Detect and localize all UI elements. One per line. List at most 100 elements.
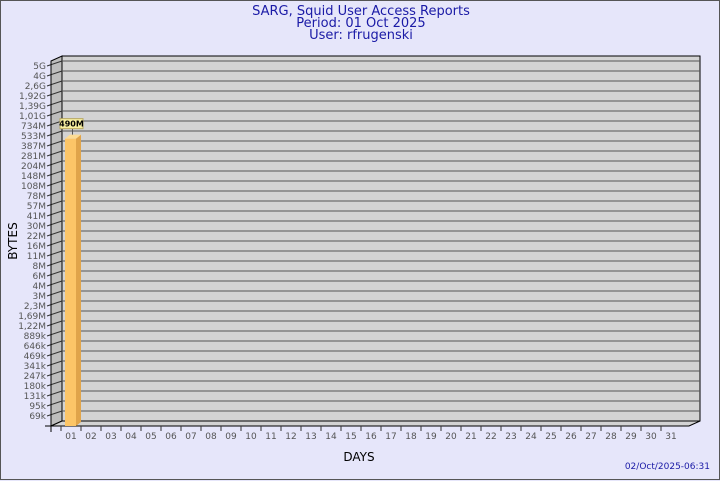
y-tick-label: 734M <box>21 122 46 132</box>
y-tick-label: 247k <box>24 372 47 382</box>
y-tick <box>46 160 63 167</box>
y-tick <box>46 190 63 197</box>
y-tick-label: 95k <box>29 402 46 412</box>
y-tick-label: 5G <box>33 62 46 72</box>
y-tick-label: 69k <box>29 412 46 422</box>
y-tick-label: 78M <box>27 192 46 202</box>
x-tick-label: 09 <box>225 432 237 442</box>
y-tick <box>46 290 63 297</box>
x-tick-label: 16 <box>365 432 377 442</box>
x-tick-label: 21 <box>465 432 476 442</box>
data-label: 490M <box>59 120 84 129</box>
y-tick <box>46 170 63 177</box>
y-tick-label: 1,01G <box>19 112 46 122</box>
y-tick <box>46 90 63 97</box>
y-tick <box>46 400 63 407</box>
bar-front <box>65 138 76 426</box>
y-tick <box>46 260 63 267</box>
x-tick-label: 07 <box>185 432 196 442</box>
y-tick-label: 57M <box>27 202 46 212</box>
y-tick-label: 41M <box>27 212 46 222</box>
y-tick <box>46 110 63 117</box>
timestamp: 02/Oct/2025-06:31 <box>624 462 710 472</box>
bar-side <box>76 134 81 426</box>
x-tick-label: 18 <box>405 432 417 442</box>
y-tick <box>46 240 63 247</box>
y-tick-label: 387M <box>21 142 46 152</box>
y-tick-label: 22M <box>27 232 46 242</box>
x-tick-label: 24 <box>525 432 537 442</box>
chart-period: Period: 01 Oct 2025 <box>296 16 426 31</box>
y-tick <box>46 180 63 187</box>
x-tick-label: 03 <box>105 432 116 442</box>
y-tick <box>46 150 63 157</box>
y-tick-label: 131k <box>24 392 47 402</box>
y-tick <box>46 130 63 137</box>
y-tick <box>46 410 63 417</box>
x-tick-label: 31 <box>665 432 676 442</box>
y-tick <box>46 370 63 377</box>
x-tick-label: 02 <box>85 432 96 442</box>
y-tick <box>46 230 63 237</box>
y-tick <box>46 100 63 107</box>
back-wall <box>61 55 701 422</box>
x-tick-label: 17 <box>385 432 396 442</box>
y-tick-label: 646k <box>24 342 47 352</box>
y-tick-label: 341k <box>24 362 47 372</box>
floor <box>50 420 701 427</box>
y-tick-label: 8M <box>33 262 47 272</box>
x-tick-label: 30 <box>645 432 657 442</box>
y-axis-label: BYTES <box>6 222 20 259</box>
y-tick-label: 1,22M <box>18 322 46 332</box>
y-tick-label: 180k <box>24 382 47 392</box>
y-tick-label: 469k <box>24 352 47 362</box>
y-tick <box>46 330 63 337</box>
x-tick-label: 04 <box>125 432 137 442</box>
y-tick <box>46 280 63 287</box>
x-tick-label: 11 <box>265 432 276 442</box>
y-tick <box>46 350 63 357</box>
y-tick-label: 281M <box>21 152 46 162</box>
y-tick <box>46 220 63 227</box>
y-tick <box>46 320 63 327</box>
y-tick-label: 16M <box>27 242 46 252</box>
y-tick-label: 30M <box>27 222 46 232</box>
y-tick <box>46 250 63 257</box>
y-tick-label: 11M <box>27 252 46 262</box>
y-tick <box>46 60 63 67</box>
y-tick <box>46 210 63 217</box>
y-tick <box>46 360 63 367</box>
y-tick-label: 108M <box>21 182 46 192</box>
y-tick <box>46 380 63 387</box>
x-axis-label: DAYS <box>343 450 374 464</box>
y-tick-label: 1,39G <box>19 102 46 112</box>
y-tick <box>46 70 63 77</box>
y-tick-label: 4M <box>33 282 47 292</box>
x-tick-label: 27 <box>585 432 596 442</box>
x-tick-label: 29 <box>625 432 637 442</box>
chart-user: User: rfrugenski <box>309 28 413 43</box>
x-tick-label: 06 <box>165 432 177 442</box>
x-tick-label: 20 <box>445 432 457 442</box>
bar-top <box>65 134 81 139</box>
y-tick-label: 1,69M <box>18 312 46 322</box>
y-tick <box>46 300 63 307</box>
y-tick-label: 2,3M <box>24 302 46 312</box>
y-tick-label: 533M <box>21 132 46 142</box>
y-tick <box>46 390 63 397</box>
x-tick-label: 15 <box>345 432 356 442</box>
y-tick-label: 3M <box>33 292 47 302</box>
y-tick <box>46 80 63 87</box>
y-tick-label: 6M <box>33 272 47 282</box>
x-tick-label: 05 <box>145 432 156 442</box>
x-tick-label: 08 <box>205 432 217 442</box>
y-tick <box>46 200 63 207</box>
y-tick-label: 4G <box>33 72 46 82</box>
y-tick-label: 204M <box>21 162 46 172</box>
y-tick <box>46 140 63 147</box>
y-tick-label: 148M <box>21 172 46 182</box>
chart-title: SARG, Squid User Access Reports <box>252 4 470 19</box>
y-tick <box>46 310 63 317</box>
x-tick-label: 10 <box>245 432 257 442</box>
